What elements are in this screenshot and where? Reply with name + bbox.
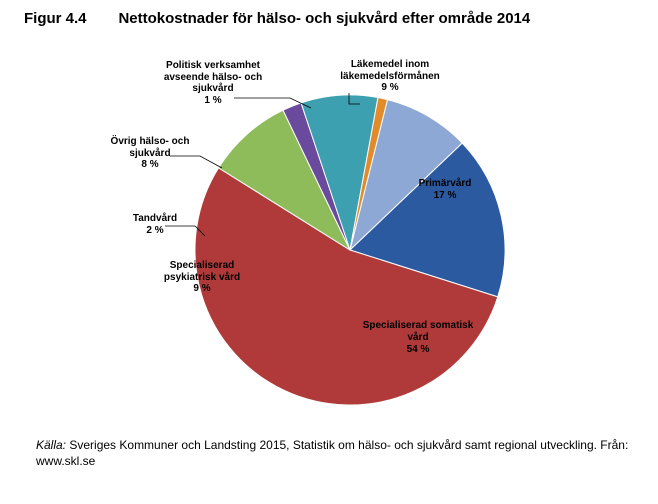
figure-header: Figur 4.4 Nettokostnader för hälso- och …	[0, 0, 658, 28]
pie-chart: Primärvård17 %Specialiserad somatiskvård…	[0, 28, 658, 438]
label-tandvard: Tandvård2 %	[120, 213, 190, 236]
label-politisk: Politisk verksamhetavseende hälso- ochsj…	[148, 60, 278, 106]
source-line: Källa: Sveriges Kommuner och Landsting 2…	[0, 438, 658, 469]
label-lakemedel: Läkemedel inomläkemedelsförmånen9 %	[330, 59, 450, 94]
figure-number: Figur 4.4	[24, 10, 114, 27]
pie-svg: Primärvård17 %Specialiserad somatiskvård…	[0, 28, 658, 438]
source-text: Sveriges Kommuner och Landsting 2015, St…	[36, 438, 628, 468]
figure-title: Nettokostnader för hälso- och sjukvård e…	[118, 10, 530, 27]
label-psykiatrisk: Specialiseradpsykiatrisk vård9 %	[152, 260, 252, 295]
source-prefix: Källa:	[36, 438, 66, 452]
label-ovrig: Övrig hälso- ochsjukvård8 %	[95, 136, 205, 171]
